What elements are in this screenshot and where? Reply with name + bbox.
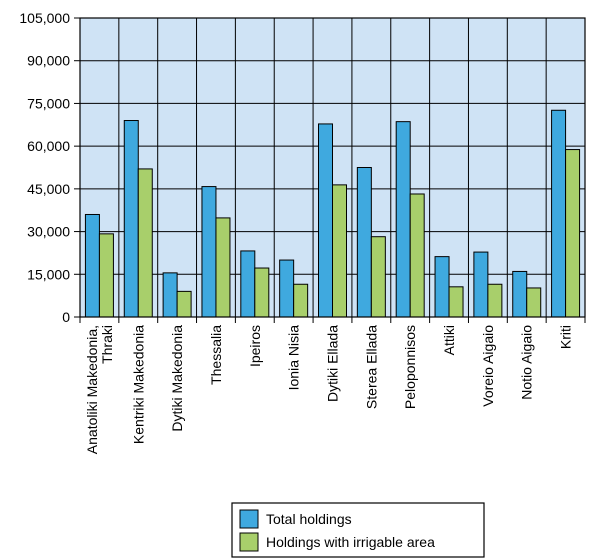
legend-label-holdings-irrigable: Holdings with irrigable area [266,534,435,550]
bar-total-holdings-peloponnisos [395,121,411,318]
legend-swatch-holdings-irrigable [239,532,259,552]
bar-holdings-with-irrigable-area-ipeiros [254,267,270,318]
bar-holdings-with-irrigable-area-thessalia [215,217,231,318]
axes [79,17,586,318]
legend-swatch-total-holdings [239,509,259,529]
bar-holdings-with-irrigable-area-dytiki-ellada [332,184,347,318]
x-tick-label-notio-aigaio: Notio Aigaio [519,325,535,400]
y-tick-label: 90,000 [27,53,70,69]
x-tick-label-anatoliki-makedonia-thraki: Anatoliki Makedonia, [84,325,100,454]
legend-label-total-holdings: Total holdings [266,511,352,527]
bar-total-holdings-ipeiros [240,250,256,318]
x-tick-label-attiki: Attiki [441,325,457,355]
legend-box [231,502,485,558]
y-tick-label: 30,000 [27,224,70,240]
x-tick-label-kriti: Kriti [558,325,574,349]
bar-total-holdings-attiki [434,256,450,318]
bar-total-holdings-sterea-ellada [356,167,372,318]
y-tick-label: 0 [62,309,70,325]
x-tick-label-kentriki-makedonia: Kentriki Makedonia [130,325,146,444]
bar-total-holdings-voreio-aigaio [473,251,489,318]
bar-holdings-with-irrigable-area-kentriki-makedonia [137,168,153,318]
y-tick-label: 105,000 [19,10,70,26]
bar-holdings-with-irrigable-area-voreio-aigaio [487,283,503,318]
x-tick-label-sterea-ellada: Sterea Ellada [363,325,379,409]
bar-total-holdings-kentriki-makedonia [123,120,139,318]
bar-holdings-with-irrigable-area-anatoliki-makedonia-thraki [98,233,114,318]
bar-holdings-with-irrigable-area-kriti [565,149,581,318]
bar-total-holdings-kriti [551,109,567,318]
bar-total-holdings-ionia-nisia [279,259,295,318]
legend: Total holdings Holdings with irrigable a… [231,502,485,558]
bar-holdings-with-irrigable-area-attiki [448,286,464,318]
y-tick-label: 60,000 [27,138,70,154]
bar-total-holdings-dytiki-makedonia [162,272,178,318]
x-tick-label-dytiki-ellada: Dytiki Ellada [325,325,341,402]
x-tick-label-dytiki-makedonia: Dytiki Makedonia [169,325,185,432]
x-tick-label-ipeiros: Ipeiros [247,325,263,367]
bar-holdings-with-irrigable-area-peloponnisos [409,193,425,318]
x-axis-labels: Anatoliki Makedonia, Thraki Kentriki Maked… [79,317,586,454]
bar-holdings-with-irrigable-area-dytiki-makedonia [176,290,192,318]
y-tick-label: 75,000 [27,95,70,111]
x-tick-label-voreio-aigaio: Voreio Aigaio [480,325,496,407]
bar-total-holdings-thessalia [201,186,217,318]
x-tick-label-thessalia: Thessalia [208,325,224,385]
bar-total-holdings-dytiki-ellada [318,123,333,318]
bars [84,109,581,318]
x-tick-label-ionia-nisia: Ionia Nisia [286,325,302,391]
bar-holdings-with-irrigable-area-ionia-nisia [293,283,309,318]
bar-total-holdings-anatoliki-makedonia-thraki [84,213,100,318]
y-axis-ticks: 0 15,000 30,000 45,000 60,000 75,000 90,000 105… [19,10,80,325]
x-tick-label-anatoliki-makedonia-thraki: Thraki [99,325,115,364]
bar-total-holdings-notio-aigaio [512,270,528,318]
plot-frame [79,17,586,318]
y-tick-label: 45,000 [27,181,70,197]
bar-holdings-with-irrigable-area-sterea-ellada [370,236,386,318]
x-tick-label-peloponnisos: Peloponnisos [402,325,418,409]
y-tick-label: 15,000 [27,266,70,282]
bar-holdings-with-irrigable-area-notio-aigaio [526,287,542,318]
